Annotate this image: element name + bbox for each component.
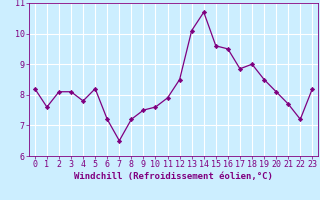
X-axis label: Windchill (Refroidissement éolien,°C): Windchill (Refroidissement éolien,°C)	[74, 172, 273, 181]
